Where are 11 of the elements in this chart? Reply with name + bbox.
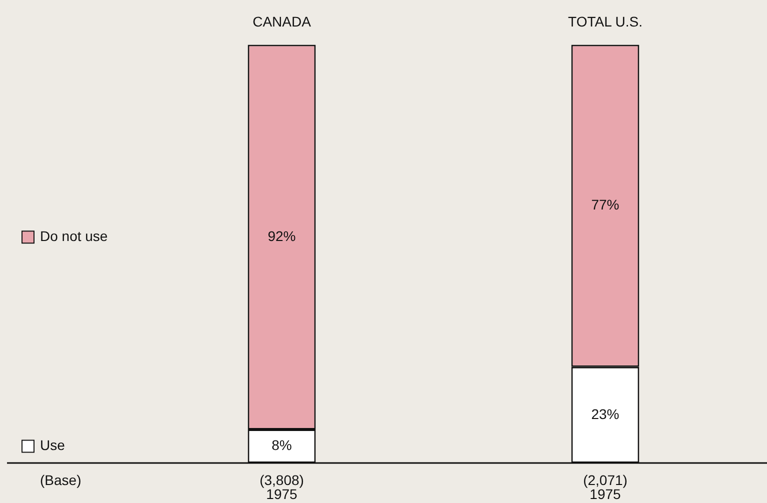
- legend-label: Do not use: [40, 228, 108, 244]
- text: (Base): [40, 472, 82, 488]
- data-label: 23%: [591, 406, 620, 422]
- legend-label: Use: [40, 437, 66, 454]
- text: (3,808) 1975: [260, 472, 304, 502]
- x-tick-label: TOTAL U.S.: [568, 13, 642, 30]
- data-label: 92%: [268, 228, 296, 244]
- text: (2,071) 1975: [583, 472, 628, 502]
- data-label: 77%: [591, 196, 620, 213]
- x-tick-label: CANADA: [252, 13, 312, 30]
- data-label: 8%: [272, 437, 292, 454]
